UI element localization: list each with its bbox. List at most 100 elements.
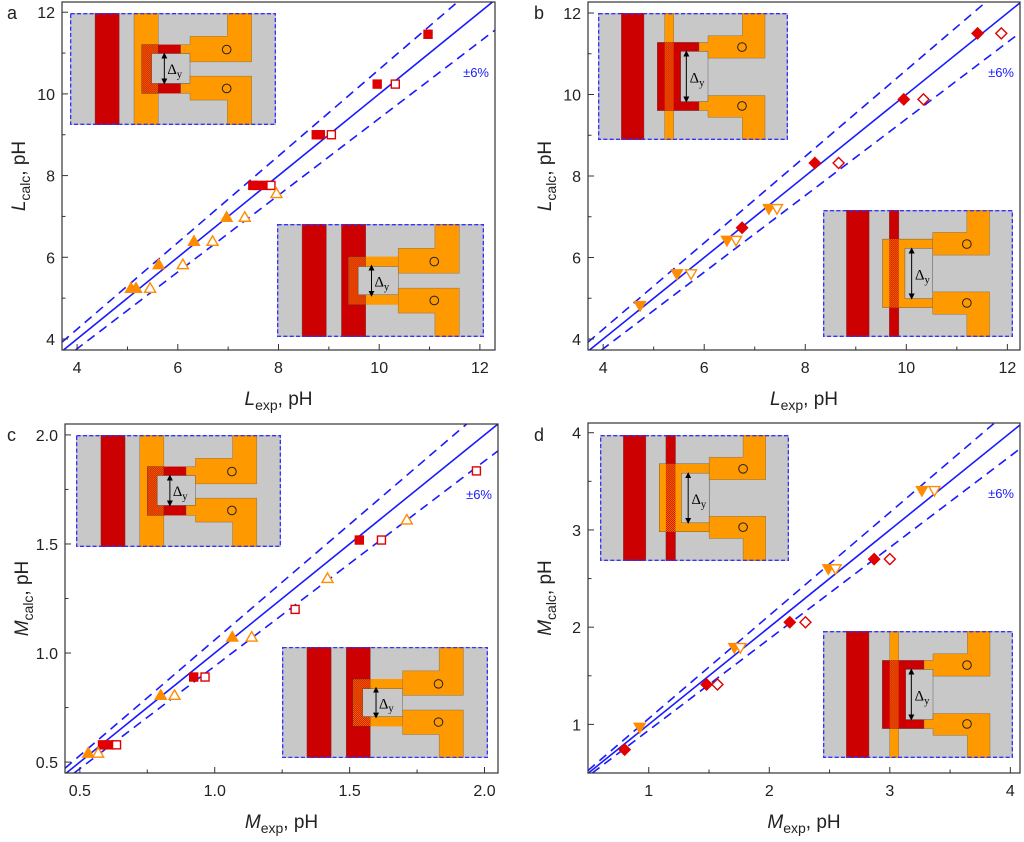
data-point-triangle-down [915, 485, 929, 498]
x-axis-title: Lexp, pH [770, 389, 838, 413]
series-diamonds-filled [618, 552, 881, 757]
inset-shape [708, 435, 766, 480]
series-diamonds-filled [735, 26, 985, 235]
data-point-triangle-down [762, 203, 776, 216]
y-axis-title-symbol: M [12, 620, 33, 636]
panel-letter: d [534, 425, 544, 445]
inset-shape [398, 224, 460, 274]
series-diamonds-open [710, 552, 897, 692]
data-point-diamond [971, 26, 985, 40]
y-tick-label: 3 [572, 523, 581, 540]
x-axis-title: Mexp, pH [245, 812, 318, 836]
inset-shape [357, 266, 399, 295]
data-point-square [200, 672, 210, 682]
inset-shape [923, 631, 991, 677]
inset-shape [708, 516, 766, 561]
y-axis-title-symbol: M [535, 620, 556, 636]
data-point-triangle-down [632, 722, 647, 735]
contact-circle-icon [961, 298, 972, 308]
y-axis-title-unit: , pH [9, 141, 30, 176]
y-axis-title-symbol: L [9, 201, 30, 212]
data-point-diamond [832, 156, 846, 170]
contact-circle-icon [738, 522, 748, 532]
device-layout-inset: Δy [277, 224, 484, 337]
contact-circle-icon [433, 717, 444, 727]
inset-drawing: Δy [823, 210, 1013, 337]
y-tick-label: 10 [563, 88, 581, 105]
contact-circle-icon [429, 256, 440, 267]
inset-shape [180, 75, 252, 125]
x-tick-label: 10 [897, 360, 915, 377]
data-point-triangle-up [225, 630, 239, 642]
y-axis-title: Lcalc, pH [9, 141, 33, 211]
contact-circle-icon [737, 101, 747, 111]
data-point-triangle-up [91, 746, 105, 758]
data-point-diamond [710, 678, 724, 692]
y-tick-label: 6 [46, 250, 55, 267]
y-axis-title-unit: , pH [535, 141, 556, 176]
delta-subscript: y [701, 499, 707, 510]
inset-border [823, 210, 1013, 337]
x-tick-label: 8 [274, 360, 283, 377]
x-axis-title-subscript: exp [781, 397, 804, 413]
panel-letter: c [7, 425, 16, 445]
data-point-square [390, 79, 401, 89]
y-tick-label: 4 [46, 332, 55, 349]
delta-y-label: Δy [379, 696, 394, 714]
data-point-triangle-up [176, 257, 190, 270]
inset-shape [623, 435, 647, 561]
inset-shape [151, 53, 191, 84]
data-point-diamond [867, 552, 881, 566]
device-layout-inset: Δy [598, 13, 788, 140]
data-point-triangle-down [720, 235, 734, 248]
data-point-triangle-up [167, 688, 182, 701]
identity-line [589, 2, 1021, 351]
series-squares-filled [97, 535, 365, 750]
data-point-square [376, 535, 387, 545]
data-point-square [471, 466, 482, 476]
plot-frame [587, 422, 1021, 774]
device-layout-inset: Δy [282, 647, 488, 758]
inset-shape [100, 435, 126, 547]
x-tick-label: 8 [801, 360, 810, 377]
upper-band-line [64, 423, 468, 769]
y-tick-label: 12 [563, 6, 581, 23]
inset-shape [698, 95, 766, 140]
inset-drawing: Δy [600, 435, 789, 561]
delta-y-label: Δy [173, 484, 188, 502]
y-tick-label: 8 [572, 169, 581, 186]
delta-subscript: y [388, 704, 394, 715]
identity-line [65, 423, 499, 774]
delta-symbol: Δ [173, 484, 182, 500]
inset-drawing: Δy [70, 13, 276, 125]
x-tick-label: 6 [173, 360, 182, 377]
x-tick-label: 6 [700, 360, 709, 377]
delta-y-label: Δy [915, 689, 930, 707]
data-point-square [354, 535, 365, 545]
x-tick-label: 12 [998, 360, 1016, 377]
band-label: ±6% [988, 486, 1014, 501]
y-axis-title-unit: , pH [535, 560, 556, 595]
contact-circle-icon [221, 83, 232, 94]
inset-border [282, 647, 488, 758]
inset-shape [889, 660, 899, 729]
inset-shape [402, 647, 464, 696]
inset-shape [932, 210, 990, 256]
x-tick-label: 3 [885, 783, 894, 800]
x-tick-label: 2.0 [473, 783, 495, 800]
x-tick-label: 12 [471, 360, 489, 377]
inset-border [70, 13, 276, 125]
inset-shape [365, 256, 399, 267]
inset-shape [94, 13, 120, 125]
delta-symbol: Δ [692, 492, 701, 508]
data-point-triangle-up [151, 257, 166, 270]
delta-subscript: y [924, 695, 930, 707]
inset-shape [621, 13, 645, 140]
inset-shape [932, 291, 990, 337]
x-axis-title-symbol: M [245, 812, 261, 833]
delta-y-label: Δy [374, 275, 389, 293]
